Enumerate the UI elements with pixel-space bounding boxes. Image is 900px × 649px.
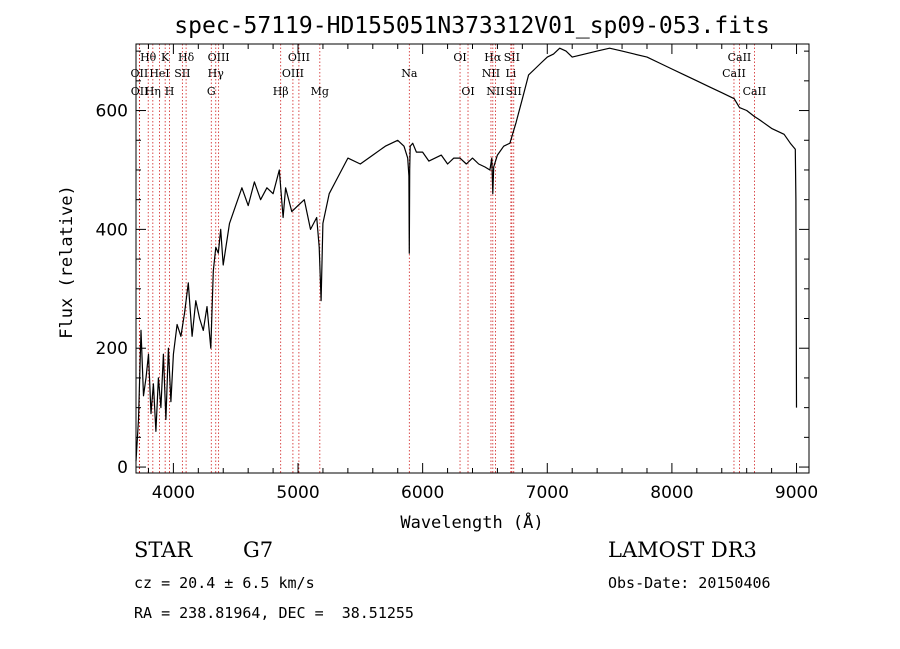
spectral-line-label: Hγ [208,67,225,80]
spectral-line-label: Hθ [140,51,157,64]
y-tick-label: 0 [117,458,128,478]
spectral-line-label: SII [504,51,520,64]
spectral-line-label: Li [505,67,516,80]
y-tick-label: 200 [96,339,128,359]
x-tick-label: 4000 [152,483,195,503]
spectral-line-label: OIII [208,51,230,64]
spectral-line-label: OI [453,51,466,64]
x-tick-label: 8000 [650,483,693,503]
chart-title: spec-57119-HD155051N373312V01_sp09-053.f… [174,13,769,39]
redshift: cz = 20.4 ± 6.5 km/s [134,574,315,592]
spectrum-series-line [135,47,798,462]
subclass: G7 [243,538,274,562]
axis-ticks: 4000 5000 6000 7000 8000 9000 0 200 400 600 [96,44,818,503]
spectral-line-label: OI [461,85,474,98]
spectral-line-label: OIII [288,51,310,64]
spectral-line-label: G [207,85,216,98]
spectral-line-label: OII [131,85,149,98]
spectral-line-label: H [165,85,175,98]
spectral-line-label: Hα [484,51,502,64]
spectral-line-label: OIII [282,67,304,80]
x-tick-label: 7000 [526,483,569,503]
spectral-line-label: Hη [145,85,161,98]
spectral-line-label: Na [401,67,418,80]
obs-date: Obs-Date: 20150406 [608,574,771,592]
y-tick-label: 600 [96,102,128,122]
spectral-line-label: NII [482,67,500,80]
spectrum-chart: spec-57119-HD155051N373312V01_sp09-053.f… [57,13,818,533]
spectral-line-label: CaII [722,67,746,80]
x-tick-label: 6000 [401,483,444,503]
survey-name: LAMOST DR3 [608,538,757,562]
spectral-line-label: K [161,51,170,64]
spectral-line-label: SII [506,85,522,98]
spectral-line-label: CaII [743,85,767,98]
spectral-line-label: HeI [149,67,169,80]
y-axis-label: Flux (relative) [57,185,77,339]
spectral-line-label: SII [174,67,190,80]
spectral-line-label: Hδ [178,51,195,64]
coordinates: RA = 238.81964, DEC = 38.51255 [134,604,414,622]
object-type: STAR [134,538,193,562]
x-axis-label: Wavelength (Å) [400,511,543,533]
x-tick-label: 9000 [775,483,818,503]
spectral-line-label: Hβ [273,85,289,98]
x-tick-label: 5000 [276,483,319,503]
plot-frame [135,43,810,474]
spectral-line-label: CaII [728,51,752,64]
y-tick-label: 400 [96,220,128,240]
spectral-line-label: NII [486,85,504,98]
spectral-line-label: Mg [311,85,329,98]
